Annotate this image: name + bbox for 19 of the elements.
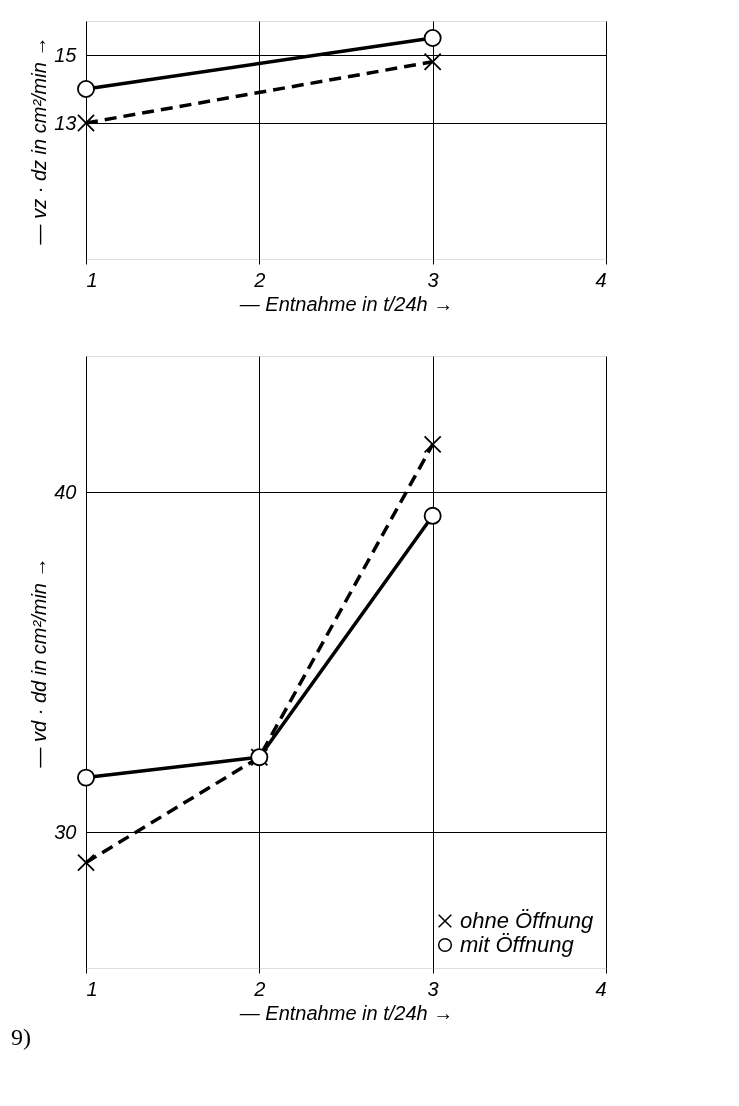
x-tick-label: 3 [427, 977, 439, 1000]
legend-label: mit Öffnung [460, 932, 575, 957]
x-tick-label: 2 [253, 977, 266, 1000]
y-axis-title: — vz · dz in cm²/min → [28, 36, 51, 246]
x-tick-label: 3 [427, 268, 439, 291]
y-tick-label: 40 [54, 480, 77, 503]
x-tick-label: 1 [86, 977, 98, 1000]
x-tick-label: 1 [86, 268, 98, 291]
y-axis-title: — vd · dd in cm²/min → [28, 557, 51, 769]
x-tick-label: 4 [595, 977, 607, 1000]
legend-label: ohne Öffnung [460, 908, 595, 933]
y-tick-label: 30 [54, 820, 77, 843]
y-tick-label: 13 [54, 111, 77, 134]
y-tick-label: 15 [54, 43, 78, 66]
x-tick-label: 2 [253, 268, 266, 291]
x-tick-label: 4 [595, 268, 607, 291]
text: 9) [11, 1024, 31, 1050]
x-axis-title: — Entnahme in t/24h → [238, 1001, 454, 1024]
x-axis-title: — Entnahme in t/24h → [238, 292, 454, 315]
